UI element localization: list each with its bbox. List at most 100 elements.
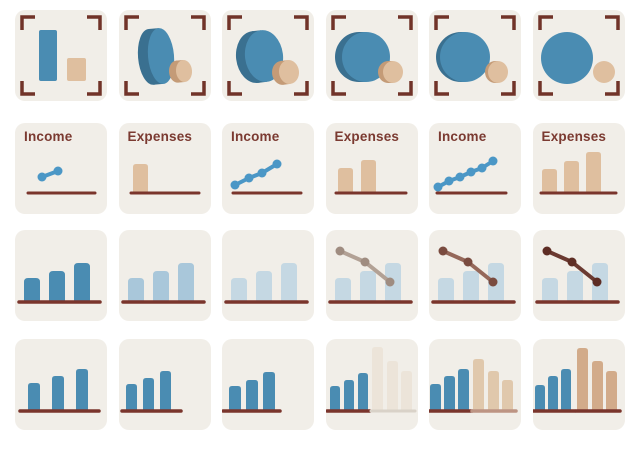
income-trend-line-dot xyxy=(477,163,487,173)
income-bar xyxy=(534,385,545,410)
chart-bar xyxy=(541,278,558,301)
expense-bar-ghost xyxy=(400,371,412,410)
expense-bar xyxy=(585,152,601,193)
chart-bar xyxy=(463,271,479,301)
tile-income-frame-2: Income xyxy=(222,123,314,214)
tile-label: Income xyxy=(231,129,280,144)
tile-label: Income xyxy=(24,129,73,144)
expense-bar xyxy=(132,164,148,193)
tile-compare-ghost-bars xyxy=(325,339,418,430)
income-trend-line-dot xyxy=(244,173,254,183)
chart-bar xyxy=(127,278,144,301)
income-trend-line-dot xyxy=(433,182,443,192)
tile-art xyxy=(431,246,516,304)
tile-label: Expenses xyxy=(127,129,193,144)
tile-art xyxy=(537,15,620,96)
expense-bar xyxy=(605,371,617,410)
tile-art xyxy=(334,160,407,195)
chart-bar xyxy=(152,271,169,301)
expense-bar xyxy=(337,168,353,193)
tile-art xyxy=(330,15,413,96)
tile-morph-frame-3 xyxy=(222,10,314,101)
decline-trend-line-dot xyxy=(488,277,498,287)
tile-art xyxy=(230,159,303,195)
tile-compare-full xyxy=(532,339,625,430)
chart-bar xyxy=(359,271,376,301)
income-bar xyxy=(76,369,88,410)
income-trend-line-dot xyxy=(257,168,267,178)
tile-art xyxy=(327,246,413,304)
tile-art xyxy=(539,152,617,195)
chart-bar xyxy=(49,271,65,301)
expense-circle-icon xyxy=(592,61,615,83)
income-bar xyxy=(444,376,455,410)
income-bar xyxy=(28,383,40,410)
income-trend-line-dot xyxy=(488,156,498,166)
income-bar xyxy=(329,386,340,410)
tile-art xyxy=(20,15,102,96)
decline-trend-line-dot xyxy=(360,257,369,267)
income-bar xyxy=(246,380,258,410)
income-trend-line-dot xyxy=(466,167,476,177)
tile-morph-frame-1 xyxy=(15,10,107,101)
expense-bar-ghost xyxy=(371,347,383,410)
chart-bar xyxy=(438,278,454,301)
chart-bar xyxy=(231,278,247,301)
frame-brackets-icon xyxy=(434,15,516,96)
tile-label: Income xyxy=(438,129,487,144)
tile-growth-bars-narrow xyxy=(118,339,211,430)
chart-bar xyxy=(74,263,90,301)
decline-trend-line-dot xyxy=(385,277,394,287)
frame-brackets-icon xyxy=(123,15,206,96)
tile-art xyxy=(17,263,102,304)
frame-brackets-icon xyxy=(227,15,309,96)
income-coin-icon xyxy=(436,32,490,82)
income-bar xyxy=(52,376,64,410)
chart-bar xyxy=(566,271,583,301)
tile-expenses-frame-1: Expenses xyxy=(118,123,211,214)
income-coin-icon xyxy=(334,32,390,82)
tile-expenses-frame-2: Expenses xyxy=(325,123,418,214)
tile-growth-bars-wide xyxy=(15,339,107,430)
income-trend-line-dot xyxy=(272,159,282,169)
tile-morph-frame-4 xyxy=(325,10,418,101)
expense-bar xyxy=(541,169,557,193)
tile-growth-bars-shifted-left xyxy=(222,339,314,430)
income-trend-line-dot xyxy=(53,166,63,176)
row-comparison-frames xyxy=(15,339,632,430)
income-bar xyxy=(142,378,154,410)
income-bar xyxy=(159,371,171,410)
tile-art xyxy=(123,15,206,96)
income-circle-icon xyxy=(540,32,593,84)
row-coin-morph-frames xyxy=(15,10,632,101)
chart-bar xyxy=(177,263,194,301)
income-bar xyxy=(357,373,368,410)
expense-coin-icon xyxy=(485,61,508,83)
tile-compare-fading-in xyxy=(429,339,521,430)
frame-brackets-icon xyxy=(20,15,102,96)
tile-art xyxy=(325,347,416,413)
income-trend-line-dot xyxy=(37,172,47,182)
income-trend-line-dot xyxy=(444,176,454,186)
tile-bars-decline-line-1 xyxy=(325,230,418,321)
tile-income-frame-3: Income xyxy=(429,123,521,214)
decline-trend-line-dot xyxy=(567,257,576,267)
expense-bar xyxy=(473,359,484,410)
row-income-expenses-growth: Income Expenses Income Expenses Income Expens… xyxy=(15,123,632,214)
tile-art xyxy=(433,156,508,195)
income-trend-line xyxy=(233,162,279,187)
tile-label: Expenses xyxy=(334,129,400,144)
tile-art xyxy=(429,359,518,413)
chart-bar xyxy=(24,278,40,301)
tile-art xyxy=(434,15,516,96)
decline-trend-line-dot xyxy=(592,277,601,287)
tile-label: Expenses xyxy=(541,129,607,144)
expense-bar xyxy=(502,380,513,410)
expense-bar-ghost xyxy=(386,361,398,410)
expense-bar xyxy=(591,361,603,410)
tile-art xyxy=(120,263,206,304)
chart-bar xyxy=(256,271,272,301)
decline-trend-line-dot xyxy=(542,246,551,256)
tile-bars-decline-line-2 xyxy=(429,230,521,321)
